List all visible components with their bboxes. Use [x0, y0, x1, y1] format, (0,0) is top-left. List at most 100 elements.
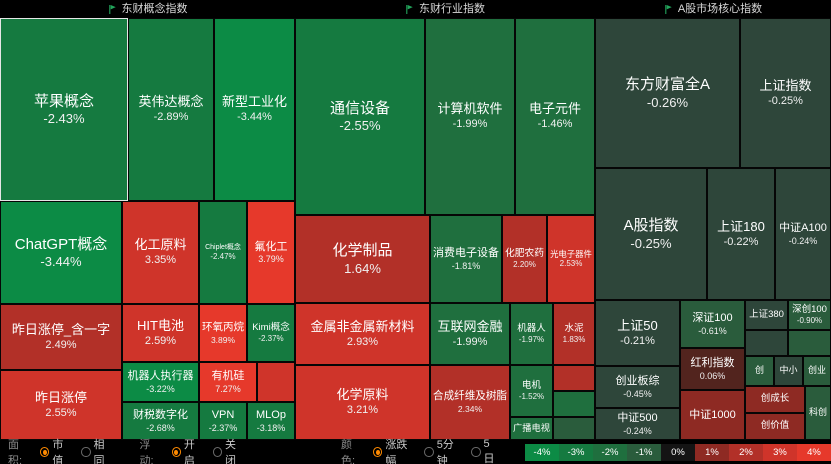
treemap-tile[interactable]: VPN -2.37%: [199, 402, 247, 440]
tile-value: -3.22%: [146, 383, 175, 394]
treemap-tile[interactable]: 东方财富全A -0.26%: [595, 18, 740, 168]
legend-chip: -1%: [627, 443, 661, 461]
treemap-tile[interactable]: 合成纤维及树脂 2.34%: [430, 365, 510, 440]
treemap-tile[interactable]: 广播电视: [510, 417, 553, 440]
treemap-tile[interactable]: 互联网金融 -1.99%: [430, 303, 510, 365]
area-option[interactable]: 市值: [40, 436, 72, 464]
color-option[interactable]: 5分钟: [424, 436, 462, 464]
treemap-tile[interactable]: 化工原料 3.35%: [122, 201, 199, 304]
treemap-tile[interactable]: 化学制品 1.64%: [295, 215, 430, 303]
treemap-tile[interactable]: 氟化工 3.79%: [247, 201, 295, 304]
tile-label: Kimi概念: [252, 321, 290, 333]
treemap-tile[interactable]: 上证180 -0.22%: [707, 168, 775, 300]
treemap-tile[interactable]: 苹果概念 -2.43%: [0, 18, 128, 201]
treemap-tile[interactable]: 中证500 -0.24%: [595, 408, 680, 440]
treemap-tile[interactable]: 昨日涨停_含一字 2.49%: [0, 304, 122, 370]
tile-value: -2.37%: [208, 422, 238, 433]
tile-label: 机器人: [517, 322, 546, 334]
treemap-tile[interactable]: 创业: [803, 356, 831, 386]
section-title-industry: 东财行业指数: [419, 3, 485, 15]
tile-value: -0.21%: [620, 334, 655, 347]
flag-icon: [108, 4, 116, 14]
flag-icon: [665, 4, 672, 14]
radio-icon: [471, 447, 481, 457]
treemap-tile[interactable]: [553, 417, 595, 440]
area-option[interactable]: 相同: [81, 436, 113, 464]
treemap-tile[interactable]: 创: [745, 356, 774, 386]
treemap-tile[interactable]: ChatGPT概念 -3.44%: [0, 201, 122, 304]
treemap-tile[interactable]: 上证380: [745, 300, 788, 330]
treemap-tile[interactable]: 机器人 -1.97%: [510, 303, 553, 365]
tile-label: 广播电视: [513, 423, 550, 434]
toolbar-group-label: 颜色:: [341, 439, 356, 464]
treemap-tile[interactable]: 计算机软件 -1.99%: [425, 18, 515, 215]
section-header-concept: 东财概念指数: [0, 0, 295, 18]
treemap-tile[interactable]: Chiplet概念 -2.47%: [199, 201, 247, 304]
treemap-tile[interactable]: 化肥农药 2.20%: [502, 215, 547, 303]
treemap-tile[interactable]: [745, 330, 788, 356]
treemap-tile[interactable]: Kimi概念 -2.37%: [247, 304, 295, 362]
tile-value: 7.27%: [215, 383, 241, 394]
tile-value: -0.24%: [788, 235, 818, 246]
treemap-tile[interactable]: 机器人执行器 -3.22%: [122, 362, 199, 402]
treemap-tile[interactable]: [553, 365, 595, 391]
toolbar-group-color: 颜色: 涨跌幅 5分钟 5日: [341, 436, 499, 464]
treemap-tile[interactable]: 光电子器件 2.53%: [547, 215, 595, 303]
treemap-tile[interactable]: 红利指数 0.06%: [680, 348, 745, 390]
treemap-tile[interactable]: 水泥 1.83%: [553, 303, 595, 365]
treemap-tile[interactable]: 电机 -1.52%: [510, 365, 553, 417]
tile-value: 3.21%: [346, 404, 379, 417]
tile-value: -0.90%: [796, 316, 823, 326]
float-option[interactable]: 开启: [171, 436, 204, 464]
treemap-tile[interactable]: [788, 330, 831, 356]
tile-label: 英伟达概念: [138, 94, 204, 110]
treemap-tile[interactable]: 英伟达概念 -2.89%: [128, 18, 214, 201]
legend-chip: -4%: [525, 443, 559, 461]
tile-label: Chiplet概念: [205, 243, 241, 251]
tile-value: -0.61%: [698, 325, 727, 336]
radio-icon: [373, 447, 383, 457]
color-option[interactable]: 涨跌幅: [373, 436, 415, 464]
treemap-tile[interactable]: 化学原料 3.21%: [295, 365, 430, 440]
treemap-tile[interactable]: MLOp -3.18%: [247, 402, 295, 440]
treemap-tile[interactable]: [553, 391, 595, 417]
tile-value: 0.06%: [699, 370, 726, 381]
treemap-tile[interactable]: 上证50 -0.21%: [595, 300, 680, 366]
tile-label: 中小: [779, 365, 798, 376]
radio-label: 5分钟: [436, 439, 454, 464]
color-option[interactable]: 5日: [471, 438, 499, 464]
tile-label: VPN: [211, 409, 235, 422]
treemap-tile[interactable]: 环氧丙烷 3.89%: [199, 304, 247, 362]
treemap-tile[interactable]: 深创100 -0.90%: [788, 300, 831, 330]
treemap-tile[interactable]: 有机硅 7.27%: [199, 362, 257, 402]
tile-label: 深证100: [692, 312, 733, 325]
treemap-tile[interactable]: 中证1000: [680, 390, 745, 440]
treemap-tile[interactable]: 创业板综 -0.45%: [595, 366, 680, 408]
radio-label: 市值: [52, 439, 64, 464]
treemap-tile[interactable]: 创成长: [745, 386, 805, 413]
radio-icon: [171, 447, 181, 457]
treemap-tile[interactable]: 金属非金属新材料 2.93%: [295, 303, 430, 365]
treemap-tile[interactable]: 深证100 -0.61%: [680, 300, 745, 348]
treemap-tile[interactable]: 科创: [805, 386, 831, 440]
flag-icon: [406, 4, 413, 14]
radio-label: 5日: [483, 438, 495, 464]
treemap-tile[interactable]: A股指数 -0.25%: [595, 168, 707, 300]
treemap-tile[interactable]: 电子元件 -1.46%: [515, 18, 595, 215]
treemap-tile[interactable]: HIT电池 2.59%: [122, 304, 199, 362]
float-option[interactable]: 关闭: [212, 436, 245, 464]
treemap-tile[interactable]: 财税数字化 -2.68%: [122, 402, 199, 440]
treemap-tile[interactable]: 创价值: [745, 413, 805, 440]
treemap-tile[interactable]: 中证A100 -0.24%: [775, 168, 831, 300]
bottom-toolbar: 面积: 市值 相同 浮动: 开启 关闭 颜色: 涨跌幅 5分钟 5日 -4% -3% -2% -1% 0%…: [0, 438, 831, 464]
treemap-tile[interactable]: [257, 362, 295, 402]
tile-value: 1.64%: [344, 260, 381, 276]
treemap-tile[interactable]: 中小: [774, 356, 803, 386]
treemap-tile[interactable]: 通信设备 -2.55%: [295, 18, 425, 215]
treemap-tile[interactable]: 上证指数 -0.25%: [740, 18, 831, 168]
tile-label: 化肥农药: [505, 247, 544, 259]
tile-label: ChatGPT概念: [14, 235, 108, 253]
treemap-tile[interactable]: 昨日涨停 2.55%: [0, 370, 122, 440]
treemap-tile[interactable]: 消费电子设备 -1.81%: [430, 215, 502, 303]
treemap-tile[interactable]: 新型工业化 -3.44%: [214, 18, 295, 201]
